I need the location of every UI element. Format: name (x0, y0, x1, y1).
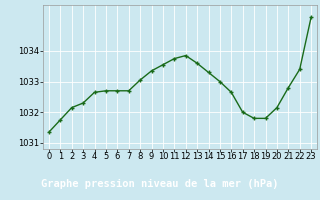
Text: Graphe pression niveau de la mer (hPa): Graphe pression niveau de la mer (hPa) (41, 179, 279, 189)
